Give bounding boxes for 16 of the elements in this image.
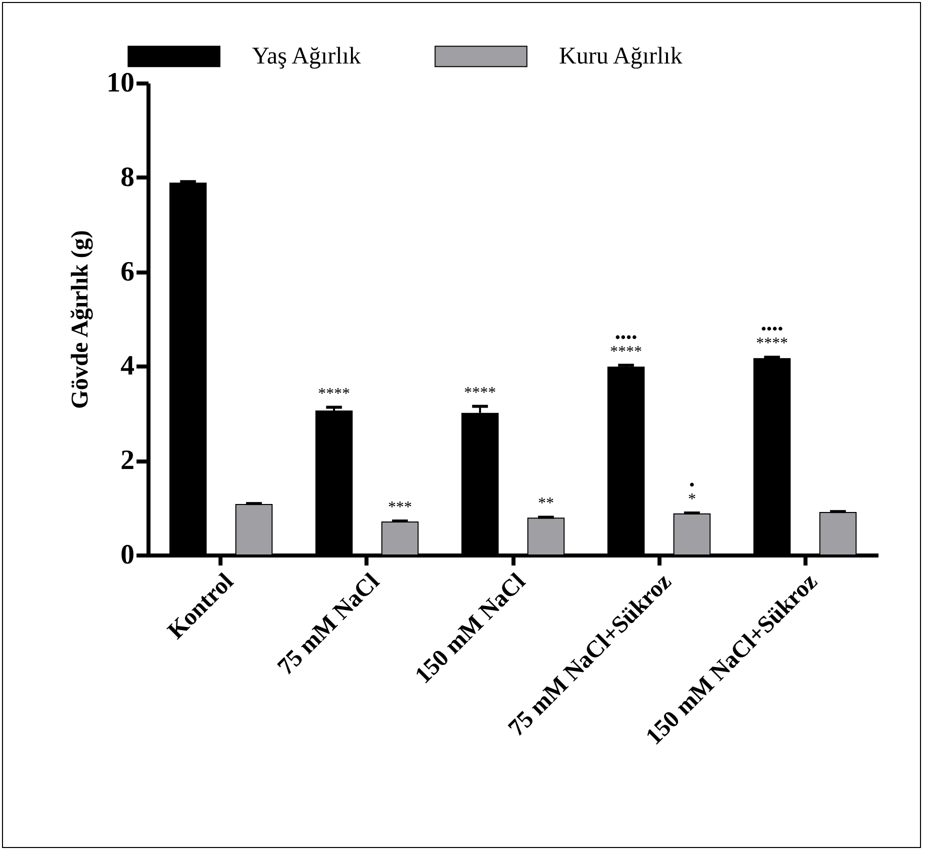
y-tick-label: 6 [120,256,134,288]
data-label: **** [464,384,496,402]
y-tick-label: 4 [120,350,134,382]
data-label: **** [318,385,350,402]
legend-label: Kuru Ağırlık [559,43,682,70]
data-label: •••• **** [610,329,642,360]
data-label: *** [388,499,412,516]
y-tick-label: 0 [120,540,134,570]
legend-label: Yaş Ağırlık [252,43,361,70]
y-axis-title: Gövde Ağırlık (g) [68,230,94,409]
data-label: •••• **** [756,321,788,352]
y-tick-label: 2 [120,445,134,476]
y-tick-label: 8 [120,162,134,193]
y-tick-label: 10 [106,68,134,98]
data-label: ** [538,495,554,512]
data-label: • * [688,476,696,508]
